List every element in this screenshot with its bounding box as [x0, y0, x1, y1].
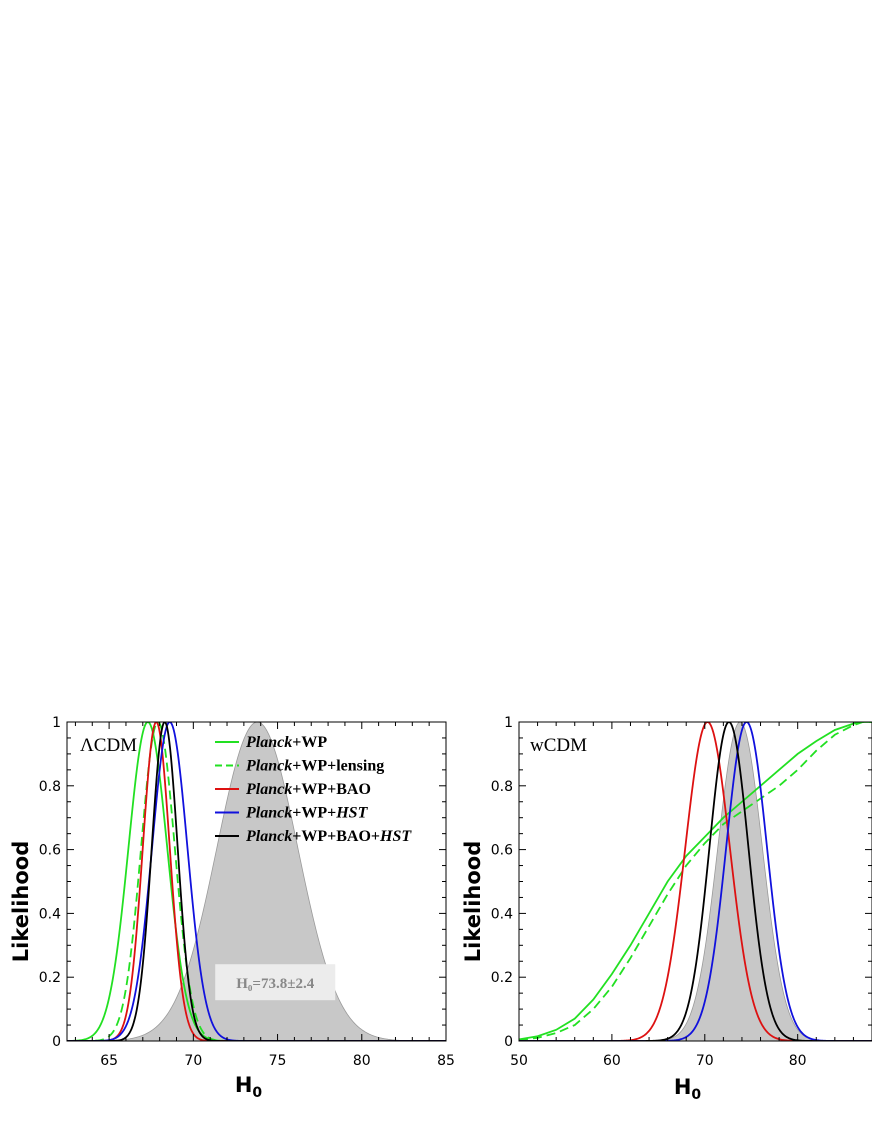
y-tick-label: 0.2	[39, 970, 61, 986]
legend-label: Planck+WP	[245, 734, 327, 751]
plot-area	[519, 722, 872, 1041]
legend: Planck+WP Planck+WP+lensing Planck+WP+BAO P…	[215, 734, 412, 845]
plot-area	[67, 722, 446, 1041]
series-line-4	[519, 722, 872, 1041]
x-tick-label: 75	[269, 1053, 287, 1069]
model-label: ΛCDM	[80, 735, 137, 756]
y-tick-label: 1	[52, 715, 61, 731]
annotation-box	[215, 964, 336, 1001]
hst-prior-label: H₀=73.8±2.4	[236, 976, 314, 992]
y-tick-label: 0	[504, 1034, 513, 1050]
series-line-2	[519, 722, 872, 1041]
series-line-3	[519, 722, 872, 1041]
x-tick-label: 60	[603, 1053, 621, 1069]
x-tick-label: 85	[437, 1053, 455, 1069]
legend-label: Planck+WP+HST	[245, 805, 369, 822]
x-axis-label: H0	[235, 1073, 263, 1101]
y-tick-label: 0.8	[39, 779, 61, 795]
series-line-3	[67, 722, 446, 1041]
x-tick-label: 80	[353, 1053, 371, 1069]
model-label: wCDM	[530, 735, 587, 756]
x-tick-label: 80	[789, 1053, 807, 1069]
y-tick-label: 0.8	[491, 779, 513, 795]
y-tick-label: 0.6	[491, 843, 513, 859]
y-tick-label: 0.4	[39, 906, 61, 922]
panel-2: 50 60 70 80 0 0.2 0.4 0.6 0.8 1 Likelihood H0 wCDM	[461, 715, 872, 1103]
y-tick-label: 0.2	[491, 970, 513, 986]
y-tick-label: 1	[504, 715, 513, 731]
legend-label: Planck+WP+lensing	[245, 758, 384, 775]
x-axis-label: H0	[674, 1075, 702, 1103]
x-tick-label: 65	[100, 1053, 118, 1069]
panel-1: 65 70 75 80 85 0 0.2 0.4 0.6 0.8 1 Likelihood H0 ΛCDM…	[9, 715, 455, 1101]
legend-label: Planck+WP+BAO	[245, 781, 371, 798]
legend-label: Planck+WP+BAO+HST	[245, 828, 412, 845]
series-line-5	[67, 722, 446, 1041]
y-tick-label: 0.6	[39, 843, 61, 859]
series-line-1	[519, 722, 872, 1041]
series-line-1	[67, 722, 446, 1041]
hst-prior-distribution	[67, 722, 446, 1041]
series-line-4	[67, 722, 446, 1041]
y-axis-label: Likelihood	[461, 841, 485, 962]
y-tick-label: 0	[52, 1034, 61, 1050]
x-tick-label: 70	[696, 1053, 714, 1069]
y-tick-label: 0.4	[491, 906, 513, 922]
y-axis-label: Likelihood	[9, 841, 33, 962]
x-tick-label: 70	[184, 1053, 202, 1069]
x-tick-label: 50	[510, 1053, 528, 1069]
